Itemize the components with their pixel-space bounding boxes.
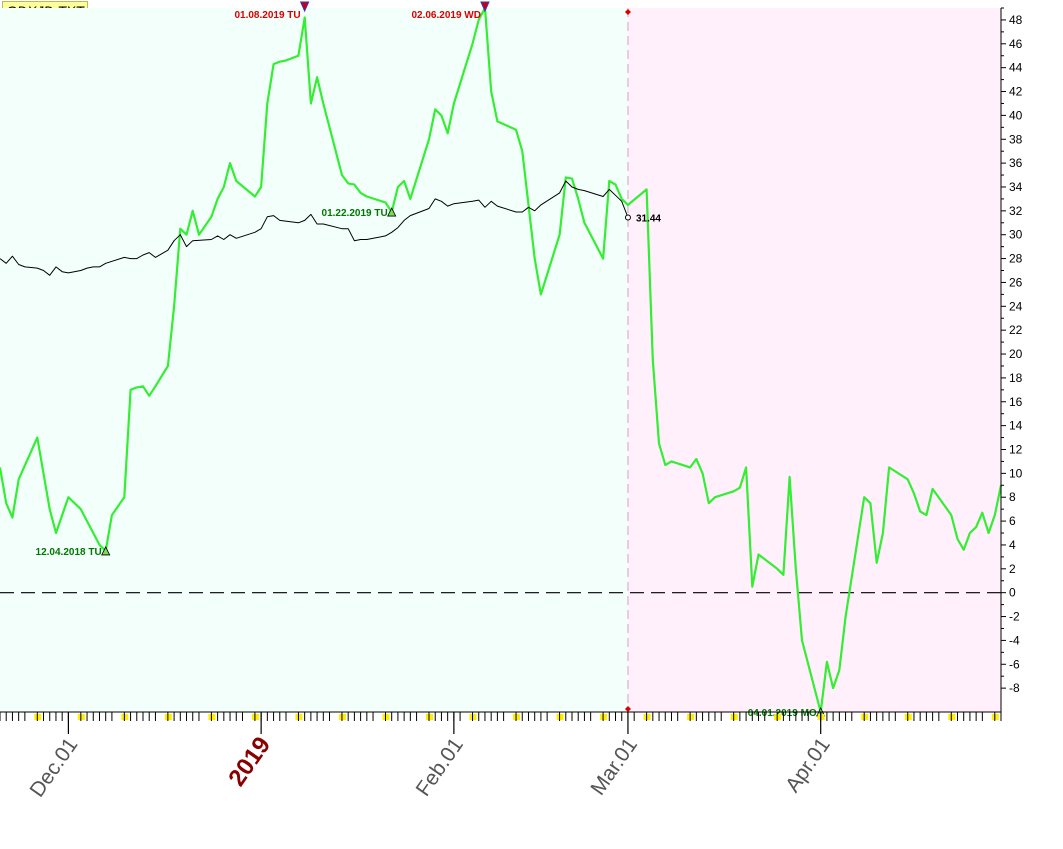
y-tick-label: 14 — [1009, 419, 1023, 433]
high-marker-label: 02.06.2019 WD — [411, 10, 481, 21]
y-tick-label: 46 — [1009, 37, 1023, 51]
last-value-dot — [624, 214, 631, 221]
y-tick-label: 26 — [1009, 275, 1023, 289]
y-tick-label: 10 — [1009, 466, 1023, 480]
y-tick-label: 42 — [1009, 85, 1023, 99]
panel-after-divider — [627, 8, 1001, 712]
y-tick-label: 44 — [1009, 61, 1023, 75]
y-tick-label: 40 — [1009, 108, 1023, 122]
y-tick-label: 6 — [1009, 514, 1016, 528]
y-tick-label: -4 — [1009, 633, 1020, 647]
x-tick-label: Apr.01 — [781, 734, 835, 797]
high-marker-label: 01.08.2019 TU — [234, 10, 300, 21]
low-marker-arrow — [387, 207, 397, 217]
y-tick-label: 20 — [1009, 347, 1023, 361]
high-marker-arrow — [480, 1, 490, 13]
y-tick-label: 38 — [1009, 132, 1023, 146]
y-tick-label: -6 — [1009, 657, 1020, 671]
y-tick-label: -8 — [1009, 681, 1020, 695]
y-tick-label: 16 — [1009, 395, 1023, 409]
low-marker-label: 01.22.2019 TU — [322, 208, 388, 219]
low-marker-label: 04.01.2019 MO — [748, 708, 817, 719]
y-tick-label: 2 — [1009, 562, 1016, 576]
low-marker-label: 12.04.2018 TU — [36, 547, 102, 558]
y-tick-label: 48 — [1009, 13, 1023, 27]
divider-marker-top — [624, 9, 631, 15]
x-tick-label: Dec.01 — [25, 734, 82, 802]
y-tick-label: 24 — [1009, 299, 1023, 313]
y-tick-label: 0 — [1009, 586, 1016, 600]
low-marker-arrow — [101, 546, 111, 556]
x-tick-label: Feb.01 — [412, 734, 468, 801]
high-marker-arrow — [299, 1, 310, 13]
average-series-line — [0, 180, 629, 276]
y-tick-label: 12 — [1009, 442, 1023, 456]
y-tick-label: 30 — [1009, 228, 1023, 242]
y-tick-label: 18 — [1009, 371, 1023, 385]
y-tick-label: 34 — [1009, 180, 1023, 194]
y-tick-label: 36 — [1009, 156, 1023, 170]
y-tick-label: 32 — [1009, 204, 1023, 218]
y-tick-label: 28 — [1009, 252, 1023, 266]
y-tick-label: 4 — [1009, 538, 1016, 552]
divider-marker-bottom — [624, 706, 631, 712]
last-value-label: 31.44 — [636, 214, 661, 225]
y-tick-label: 22 — [1009, 323, 1023, 337]
panel-before-divider — [0, 8, 628, 712]
y-tick-label: 8 — [1009, 490, 1016, 504]
x-tick-label: 2019 — [223, 732, 276, 791]
y-tick-label: -2 — [1009, 610, 1020, 624]
x-tick-label: Mar.01 — [586, 734, 642, 800]
